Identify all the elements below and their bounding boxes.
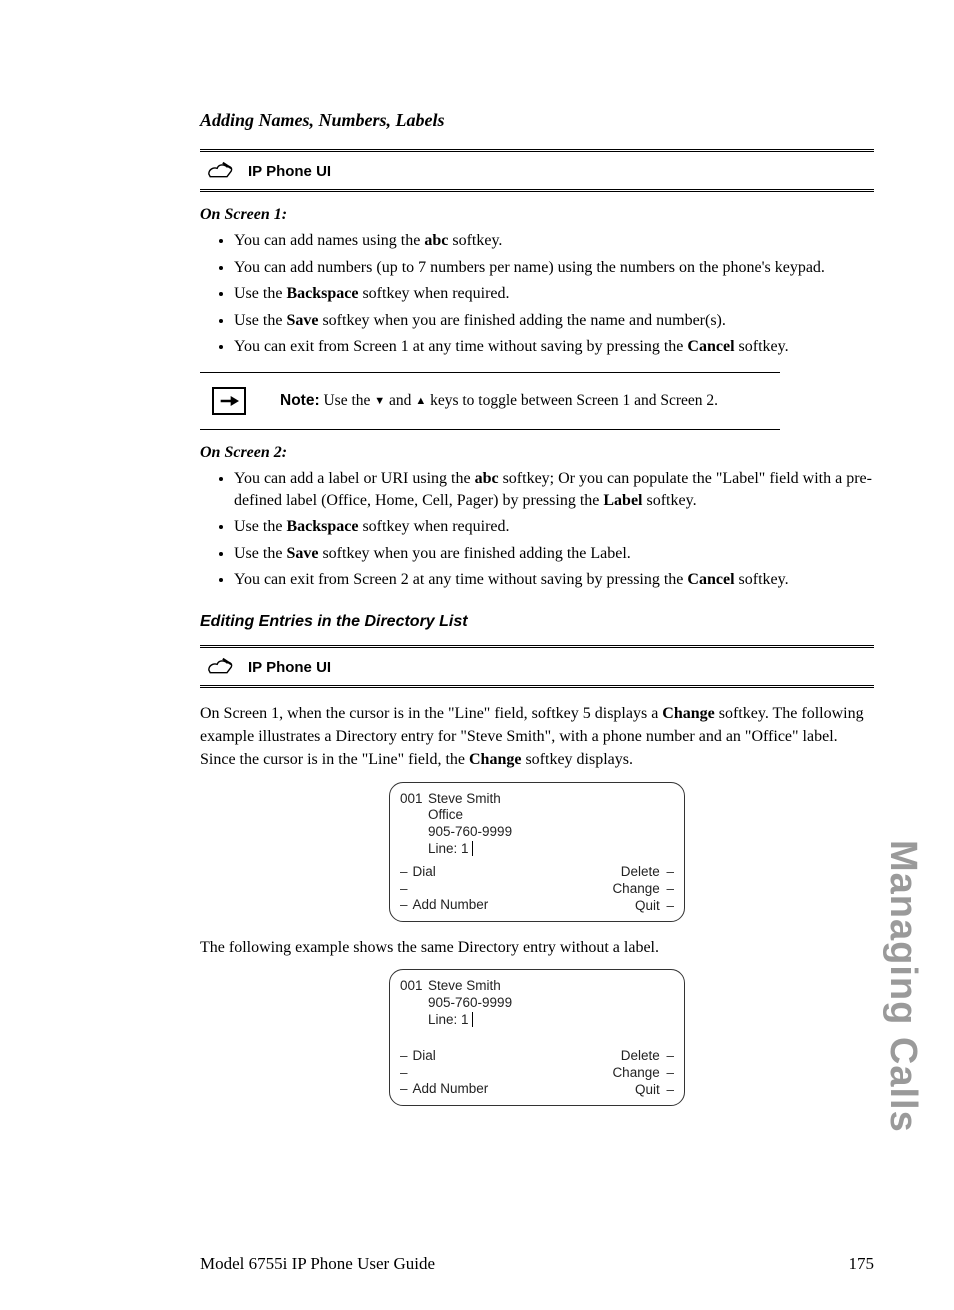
paragraph: On Screen 1, when the cursor is in the "…	[200, 702, 874, 772]
list-item: You can add a label or URI using the abc…	[234, 468, 874, 511]
page-number: 175	[849, 1254, 875, 1274]
screen1-list: You can add names using the abc softkey.…	[200, 230, 874, 358]
list-item: Use the Backspace softkey when required.	[234, 516, 874, 538]
ip-phone-ui-box-1: IP Phone UI	[200, 149, 874, 192]
hand-pen-icon	[206, 159, 234, 184]
list-item: You can add names using the abc softkey.	[234, 230, 874, 252]
section-title: Adding Names, Numbers, Labels	[200, 110, 874, 131]
arrow-right-icon	[212, 387, 246, 415]
softkey-dial: Dial	[400, 864, 488, 881]
cursor-icon	[472, 1012, 478, 1027]
softkey-empty	[400, 1065, 488, 1081]
softkey-delete: Delete	[612, 1048, 674, 1065]
on-screen-1-heading: On Screen 1:	[200, 206, 874, 224]
note-text: Note: Use the ▼ and ▲ keys to toggle bet…	[280, 392, 718, 410]
ip-phone-ui-label: IP Phone UI	[248, 163, 331, 180]
list-item: You can exit from Screen 2 at any time w…	[234, 569, 874, 591]
on-screen-2-heading: On Screen 2:	[200, 444, 874, 462]
softkey-add-number: Add Number	[400, 1081, 488, 1098]
down-triangle-icon: ▼	[374, 395, 385, 407]
note-block: Note: Use the ▼ and ▲ keys to toggle bet…	[200, 372, 780, 430]
list-item: Use the Save softkey when you are finish…	[234, 310, 874, 332]
softkey-empty	[400, 881, 488, 897]
entry-line: Line: 1	[428, 1012, 469, 1027]
side-tab-label: Managing Calls	[881, 840, 924, 1133]
page-footer: Model 6755i IP Phone User Guide 175	[200, 1254, 874, 1274]
hand-pen-icon	[206, 655, 234, 680]
entry-number: 905-760-9999	[400, 824, 674, 841]
up-triangle-icon: ▲	[415, 395, 426, 407]
softkey-dial: Dial	[400, 1048, 488, 1065]
entry-name: Steve Smith	[428, 791, 501, 806]
list-item: You can add numbers (up to 7 numbers per…	[234, 257, 874, 279]
entry-label: Office	[400, 807, 674, 824]
ip-phone-ui-label: IP Phone UI	[248, 659, 331, 676]
list-item: Use the Backspace softkey when required.	[234, 283, 874, 305]
phone-screen-example-2: 001Steve Smith 905-760-9999 Line: 1 Dial…	[389, 969, 685, 1106]
cursor-icon	[472, 841, 478, 856]
footer-title: Model 6755i IP Phone User Guide	[200, 1254, 435, 1274]
softkey-delete: Delete	[612, 864, 674, 881]
phone-screen-example-1: 001Steve Smith Office 905-760-9999 Line:…	[389, 782, 685, 922]
entry-number: 905-760-9999	[400, 995, 674, 1012]
screen2-list: You can add a label or URI using the abc…	[200, 468, 874, 591]
entry-index: 001	[400, 791, 428, 808]
softkey-quit: Quit	[612, 898, 674, 915]
list-item: You can exit from Screen 1 at any time w…	[234, 336, 874, 358]
softkey-change: Change	[612, 881, 674, 898]
ip-phone-ui-box-2: IP Phone UI	[200, 645, 874, 688]
softkey-quit: Quit	[612, 1082, 674, 1099]
paragraph: The following example shows the same Dir…	[200, 936, 874, 959]
editing-entries-heading: Editing Entries in the Directory List	[200, 613, 874, 631]
softkey-change: Change	[612, 1065, 674, 1082]
entry-name: Steve Smith	[428, 978, 501, 993]
entry-index: 001	[400, 978, 428, 995]
list-item: Use the Save softkey when you are finish…	[234, 543, 874, 565]
softkey-add-number: Add Number	[400, 897, 488, 914]
entry-line: Line: 1	[428, 841, 469, 856]
